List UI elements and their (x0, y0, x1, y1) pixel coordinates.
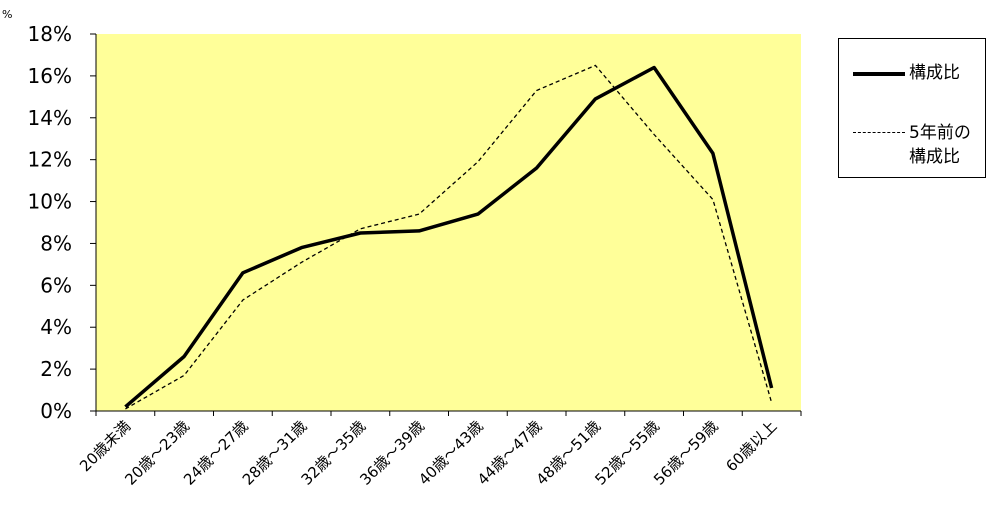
y-tick-label: 18% (28, 22, 72, 46)
legend-swatch-dashed (853, 132, 905, 133)
series-line-previous (125, 64, 773, 410)
x-tick-label: 20歳未満 (76, 417, 134, 475)
y-axis: 0% 2% 4% 6% 8% 10% 12% 14% 16% 18% (28, 22, 97, 423)
x-tick-label: 60歳以上 (722, 417, 780, 475)
y-tick-label: 6% (40, 273, 72, 297)
legend-label-current: 構成比 (909, 63, 960, 83)
y-axis-unit-label: % (2, 8, 12, 21)
y-tick-label: 8% (40, 231, 72, 255)
y-tick-label: 12% (28, 148, 72, 172)
legend-swatch-solid (853, 72, 905, 76)
legend-label-previous: 5年前の 構成比 (909, 123, 971, 167)
y-tick-label: 16% (28, 64, 72, 88)
series-lines (124, 64, 774, 410)
y-tick-label: 10% (28, 190, 72, 214)
y-tick-label: 0% (40, 399, 72, 423)
y-tick-label: 4% (40, 315, 72, 339)
y-tick-label: 14% (28, 106, 72, 130)
series-line-current (124, 65, 774, 409)
x-axis: 20歳未満20歳～23歳24歳～27歳28歳～31歳32歳～35歳36歳～39歳… (76, 410, 802, 489)
legend: 構成比 5年前の 構成比 (838, 38, 986, 178)
y-tick-label: 2% (40, 357, 72, 381)
